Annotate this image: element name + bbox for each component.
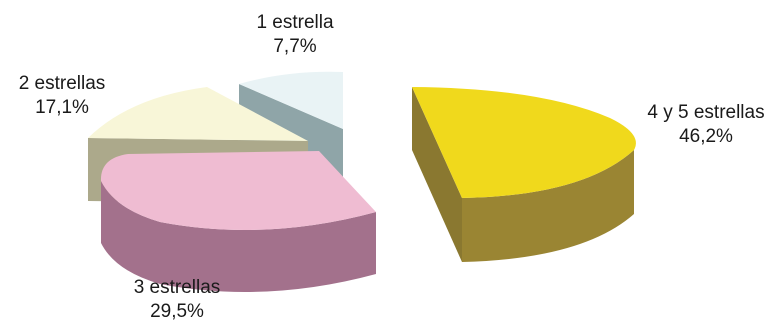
label-3-estrellas-name: 3 estrellas bbox=[134, 277, 221, 298]
slice-4-y-5-estrellas-side-cut bbox=[412, 87, 462, 262]
label-1-estrella: 1 estrella 7,7% bbox=[256, 12, 334, 57]
slice-2-estrellas-top bbox=[88, 87, 308, 141]
label-4-y-5-estrellas-name: 4 y 5 estrellas bbox=[647, 102, 764, 123]
label-2-estrellas-name: 2 estrellas bbox=[19, 73, 106, 94]
label-3-estrellas: 3 estrellas 29,5% bbox=[134, 277, 221, 322]
slice-3-estrellas bbox=[100, 151, 376, 292]
slice-4-y-5-estrellas-side bbox=[462, 150, 634, 262]
label-2-estrellas: 2 estrellas 17,1% bbox=[19, 73, 106, 118]
label-1-estrella-value: 7,7% bbox=[273, 36, 316, 57]
label-2-estrellas-value: 17,1% bbox=[35, 97, 89, 118]
label-1-estrella-name: 1 estrella bbox=[256, 12, 334, 33]
label-3-estrellas-value: 29,5% bbox=[150, 301, 204, 322]
slice-4-y-5-estrellas-top bbox=[412, 87, 636, 198]
slice-1-estrella-top bbox=[239, 71, 343, 129]
slice-3-estrellas-side bbox=[101, 181, 376, 292]
slice-4-y-5-estrellas bbox=[412, 87, 636, 262]
label-4-y-5-estrellas-value: 46,2% bbox=[679, 126, 733, 147]
label-4-y-5-estrellas: 4 y 5 estrellas 46,2% bbox=[647, 102, 764, 147]
slice-3-estrellas-top bbox=[100, 151, 376, 230]
